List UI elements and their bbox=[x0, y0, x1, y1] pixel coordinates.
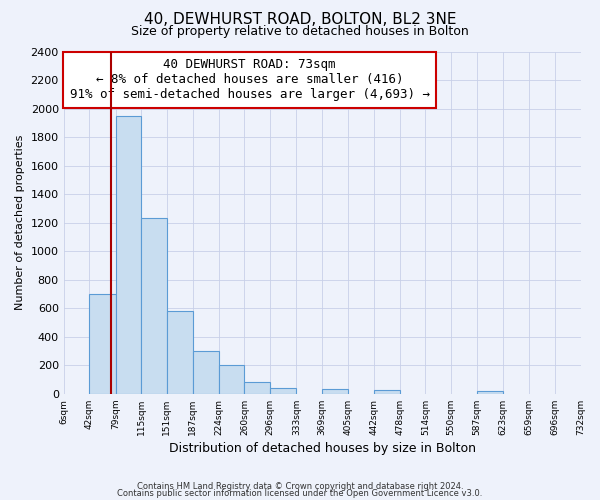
Text: Contains public sector information licensed under the Open Government Licence v3: Contains public sector information licen… bbox=[118, 490, 482, 498]
X-axis label: Distribution of detached houses by size in Bolton: Distribution of detached houses by size … bbox=[169, 442, 476, 455]
Bar bbox=[270, 388, 296, 394]
Bar bbox=[193, 351, 219, 394]
Text: 40 DEWHURST ROAD: 73sqm
← 8% of detached houses are smaller (416)
91% of semi-de: 40 DEWHURST ROAD: 73sqm ← 8% of detached… bbox=[70, 58, 430, 102]
Bar bbox=[219, 366, 244, 394]
Bar bbox=[244, 382, 270, 394]
Bar bbox=[374, 390, 400, 394]
Bar bbox=[477, 391, 503, 394]
Text: Contains HM Land Registry data © Crown copyright and database right 2024.: Contains HM Land Registry data © Crown c… bbox=[137, 482, 463, 491]
Bar bbox=[89, 294, 116, 394]
Bar bbox=[322, 389, 348, 394]
Bar bbox=[141, 218, 167, 394]
Bar bbox=[167, 311, 193, 394]
Bar bbox=[116, 116, 141, 394]
Text: 40, DEWHURST ROAD, BOLTON, BL2 3NE: 40, DEWHURST ROAD, BOLTON, BL2 3NE bbox=[144, 12, 456, 28]
Y-axis label: Number of detached properties: Number of detached properties bbox=[15, 135, 25, 310]
Text: Size of property relative to detached houses in Bolton: Size of property relative to detached ho… bbox=[131, 25, 469, 38]
